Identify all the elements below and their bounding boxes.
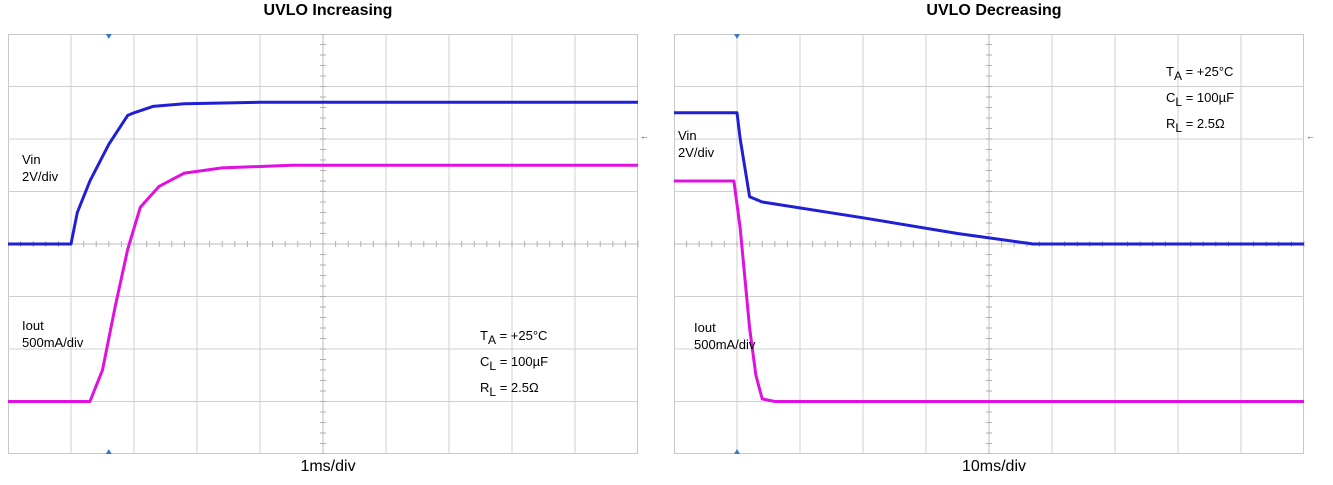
condition-label: RL = 2.5Ω [1166,116,1225,135]
iout-scale-label: 500mA/div [22,335,84,350]
vin-scale-label: 2V/div [22,169,59,184]
chart-title: UVLO Increasing [263,2,393,19]
condition-label: TA = +25°C [1166,64,1233,83]
trace-vin [8,100,638,246]
iout-scale-label: 500mA/div [694,337,756,352]
trigger-position-marker-bottom [105,449,112,454]
x-axis-label: 10ms/div [961,458,1027,475]
trigger-position-marker-top [105,34,112,39]
trigger-level-marker: ← T [640,131,648,141]
condition-label: RL = 2.5Ω [480,380,539,399]
trace-iout [674,179,1304,403]
trace-vin [674,111,1304,246]
trigger-position-marker-bottom [734,449,740,454]
trace-iout [8,163,638,403]
condition-label: CL = 100µF [1166,90,1234,109]
iout-label: Iout [22,318,44,333]
vin-label: Vin [22,152,41,167]
iout-label: Iout [694,320,716,335]
condition-label: TA = +25°C [480,328,547,347]
chart-title: UVLO Decreasing [926,2,1062,19]
vin-scale-label: 2V/div [678,145,715,160]
trigger-position-marker-top [734,34,740,39]
vin-label: Vin [678,128,697,143]
scope-plot: ← T Vin 2V/div Iout 500mA/div TA = +25°C CL = … [674,34,1314,454]
scope-plot: ← T Vin 2V/div Iout 500mA/div TA = +25°C CL = … [8,34,648,454]
chart-uvlo-increasing: UVLO Increasing ← T Vin 2V/div Iout 500mA/di… [8,0,648,485]
trigger-level-marker: ← T [1306,131,1314,141]
condition-label: CL = 100µF [480,354,548,373]
x-axis-label: 1ms/div [300,458,356,475]
chart-uvlo-decreasing: UVLO Decreasing ← T Vin 2V/div Iout 500mA/di… [674,0,1314,485]
